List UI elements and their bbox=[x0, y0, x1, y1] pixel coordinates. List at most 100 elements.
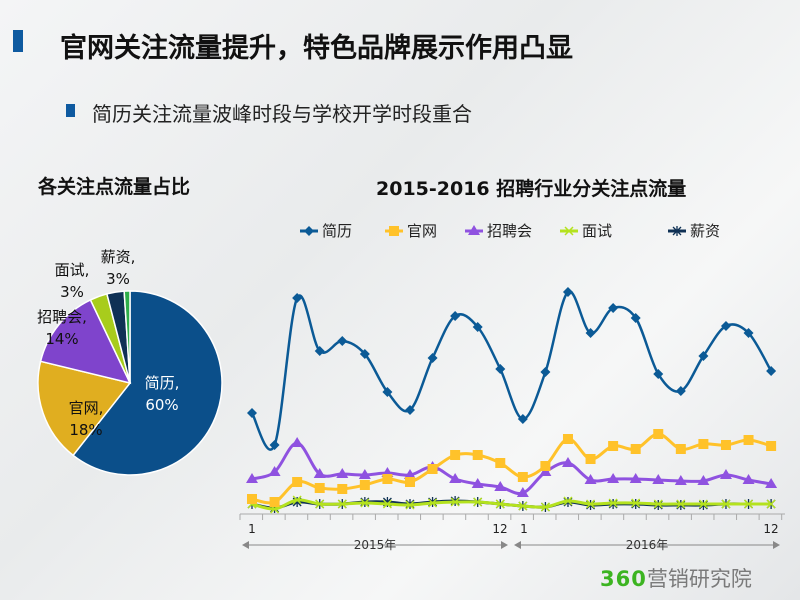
marker-triangle bbox=[765, 478, 778, 488]
marker-diamond bbox=[292, 293, 303, 303]
marker-diamond bbox=[562, 287, 573, 297]
group-label: 2016年 bbox=[626, 538, 669, 552]
legend-label: 简历 bbox=[322, 222, 352, 240]
marker-triangle bbox=[697, 475, 710, 485]
series-line bbox=[251, 498, 772, 511]
marker-diamond bbox=[743, 328, 754, 338]
title-marker bbox=[13, 30, 23, 52]
marker-x bbox=[744, 499, 754, 509]
marker-x bbox=[631, 498, 641, 508]
marker-square bbox=[269, 497, 280, 507]
x-tick-label: 12 bbox=[492, 522, 507, 536]
marker-triangle bbox=[561, 457, 574, 467]
marker-diamond bbox=[630, 313, 641, 323]
pie-label: 面试, bbox=[55, 261, 90, 279]
marker-x bbox=[360, 498, 370, 508]
marker-x bbox=[608, 498, 618, 508]
marker-diamond bbox=[450, 311, 461, 321]
marker-triangle bbox=[516, 487, 529, 497]
marker-x bbox=[382, 499, 392, 509]
marker-diamond bbox=[720, 321, 731, 331]
pie-slice bbox=[37, 360, 132, 457]
x-tick-label: 1 bbox=[520, 522, 528, 536]
x-tick-label: 12 bbox=[763, 522, 778, 536]
marker-square bbox=[359, 480, 370, 490]
marker-square bbox=[382, 474, 393, 484]
marker-triangle bbox=[449, 473, 462, 483]
bullet-marker bbox=[66, 104, 75, 117]
marker-x bbox=[540, 502, 550, 512]
marker-diamond bbox=[304, 226, 314, 236]
marker-diamond bbox=[337, 336, 348, 346]
page-title: 官网关注流量提升，特色品牌展示作用凸显 bbox=[60, 33, 573, 64]
marker-triangle bbox=[629, 473, 642, 483]
marker-star bbox=[672, 226, 682, 236]
marker-square bbox=[698, 439, 709, 449]
marker-diamond bbox=[359, 349, 370, 359]
marker-x bbox=[766, 499, 776, 509]
marker-square bbox=[247, 494, 257, 504]
marker-square bbox=[653, 429, 664, 439]
marker-x bbox=[337, 499, 347, 509]
marker-square bbox=[389, 226, 399, 236]
marker-square bbox=[675, 444, 686, 454]
pie-label: 3% bbox=[106, 270, 130, 288]
marker-x bbox=[586, 499, 596, 509]
marker-square bbox=[630, 444, 641, 454]
pie-label: 官网, bbox=[69, 399, 104, 417]
marker-triangle bbox=[584, 474, 597, 484]
legend-label: 面试 bbox=[582, 222, 612, 240]
marker-x bbox=[518, 501, 528, 511]
pie-label: 14% bbox=[45, 330, 78, 348]
series-line bbox=[251, 441, 772, 496]
marker-square bbox=[540, 461, 551, 471]
marker-diamond bbox=[653, 369, 664, 379]
marker-x bbox=[428, 498, 438, 508]
x-tick-label: 1 bbox=[248, 522, 256, 536]
marker-x bbox=[653, 499, 663, 509]
marker-diamond bbox=[585, 328, 596, 338]
marker-square bbox=[743, 435, 754, 445]
pie-label: 18% bbox=[69, 421, 102, 439]
marker-square bbox=[427, 464, 438, 474]
marker-x bbox=[721, 499, 731, 509]
logo: 360营销研究院 bbox=[600, 563, 752, 593]
marker-square bbox=[450, 450, 461, 460]
legend-label: 官网 bbox=[407, 222, 437, 240]
legend-label: 薪资 bbox=[690, 222, 720, 240]
logo-text: 营销研究院 bbox=[646, 567, 752, 591]
marker-triangle bbox=[742, 474, 755, 484]
marker-triangle bbox=[403, 469, 416, 479]
marker-diamond bbox=[472, 322, 483, 332]
marker-square bbox=[472, 450, 483, 460]
marker-x bbox=[473, 497, 483, 507]
pie-slice bbox=[72, 290, 223, 476]
pie-label: 60% bbox=[145, 396, 178, 414]
marker-diamond bbox=[495, 364, 506, 374]
marker-x bbox=[315, 499, 325, 509]
marker-diamond bbox=[314, 346, 325, 356]
marker-x bbox=[405, 500, 415, 510]
marker-diamond bbox=[675, 386, 686, 396]
bullet-text: 简历关注流量波峰时段与学校开学时段重合 bbox=[92, 102, 472, 126]
marker-x bbox=[564, 226, 574, 236]
marker-square bbox=[608, 441, 619, 451]
marker-x bbox=[450, 497, 460, 507]
marker-diamond bbox=[382, 387, 393, 397]
marker-square bbox=[562, 434, 573, 444]
pie-title: 各关注点流量占比 bbox=[38, 176, 191, 198]
marker-square bbox=[766, 441, 777, 451]
marker-diamond bbox=[608, 303, 619, 313]
pie-label: 薪资, bbox=[101, 248, 136, 266]
pie-label: 简历, bbox=[145, 374, 180, 392]
marker-triangle bbox=[246, 473, 258, 483]
marker-triangle bbox=[719, 469, 732, 479]
legend-label: 招聘会 bbox=[487, 222, 532, 240]
marker-diamond bbox=[427, 353, 438, 363]
marker-square bbox=[314, 483, 325, 493]
marker-triangle bbox=[652, 474, 665, 484]
group-label: 2015年 bbox=[354, 538, 397, 552]
marker-square bbox=[495, 458, 506, 468]
marker-square bbox=[404, 477, 415, 487]
